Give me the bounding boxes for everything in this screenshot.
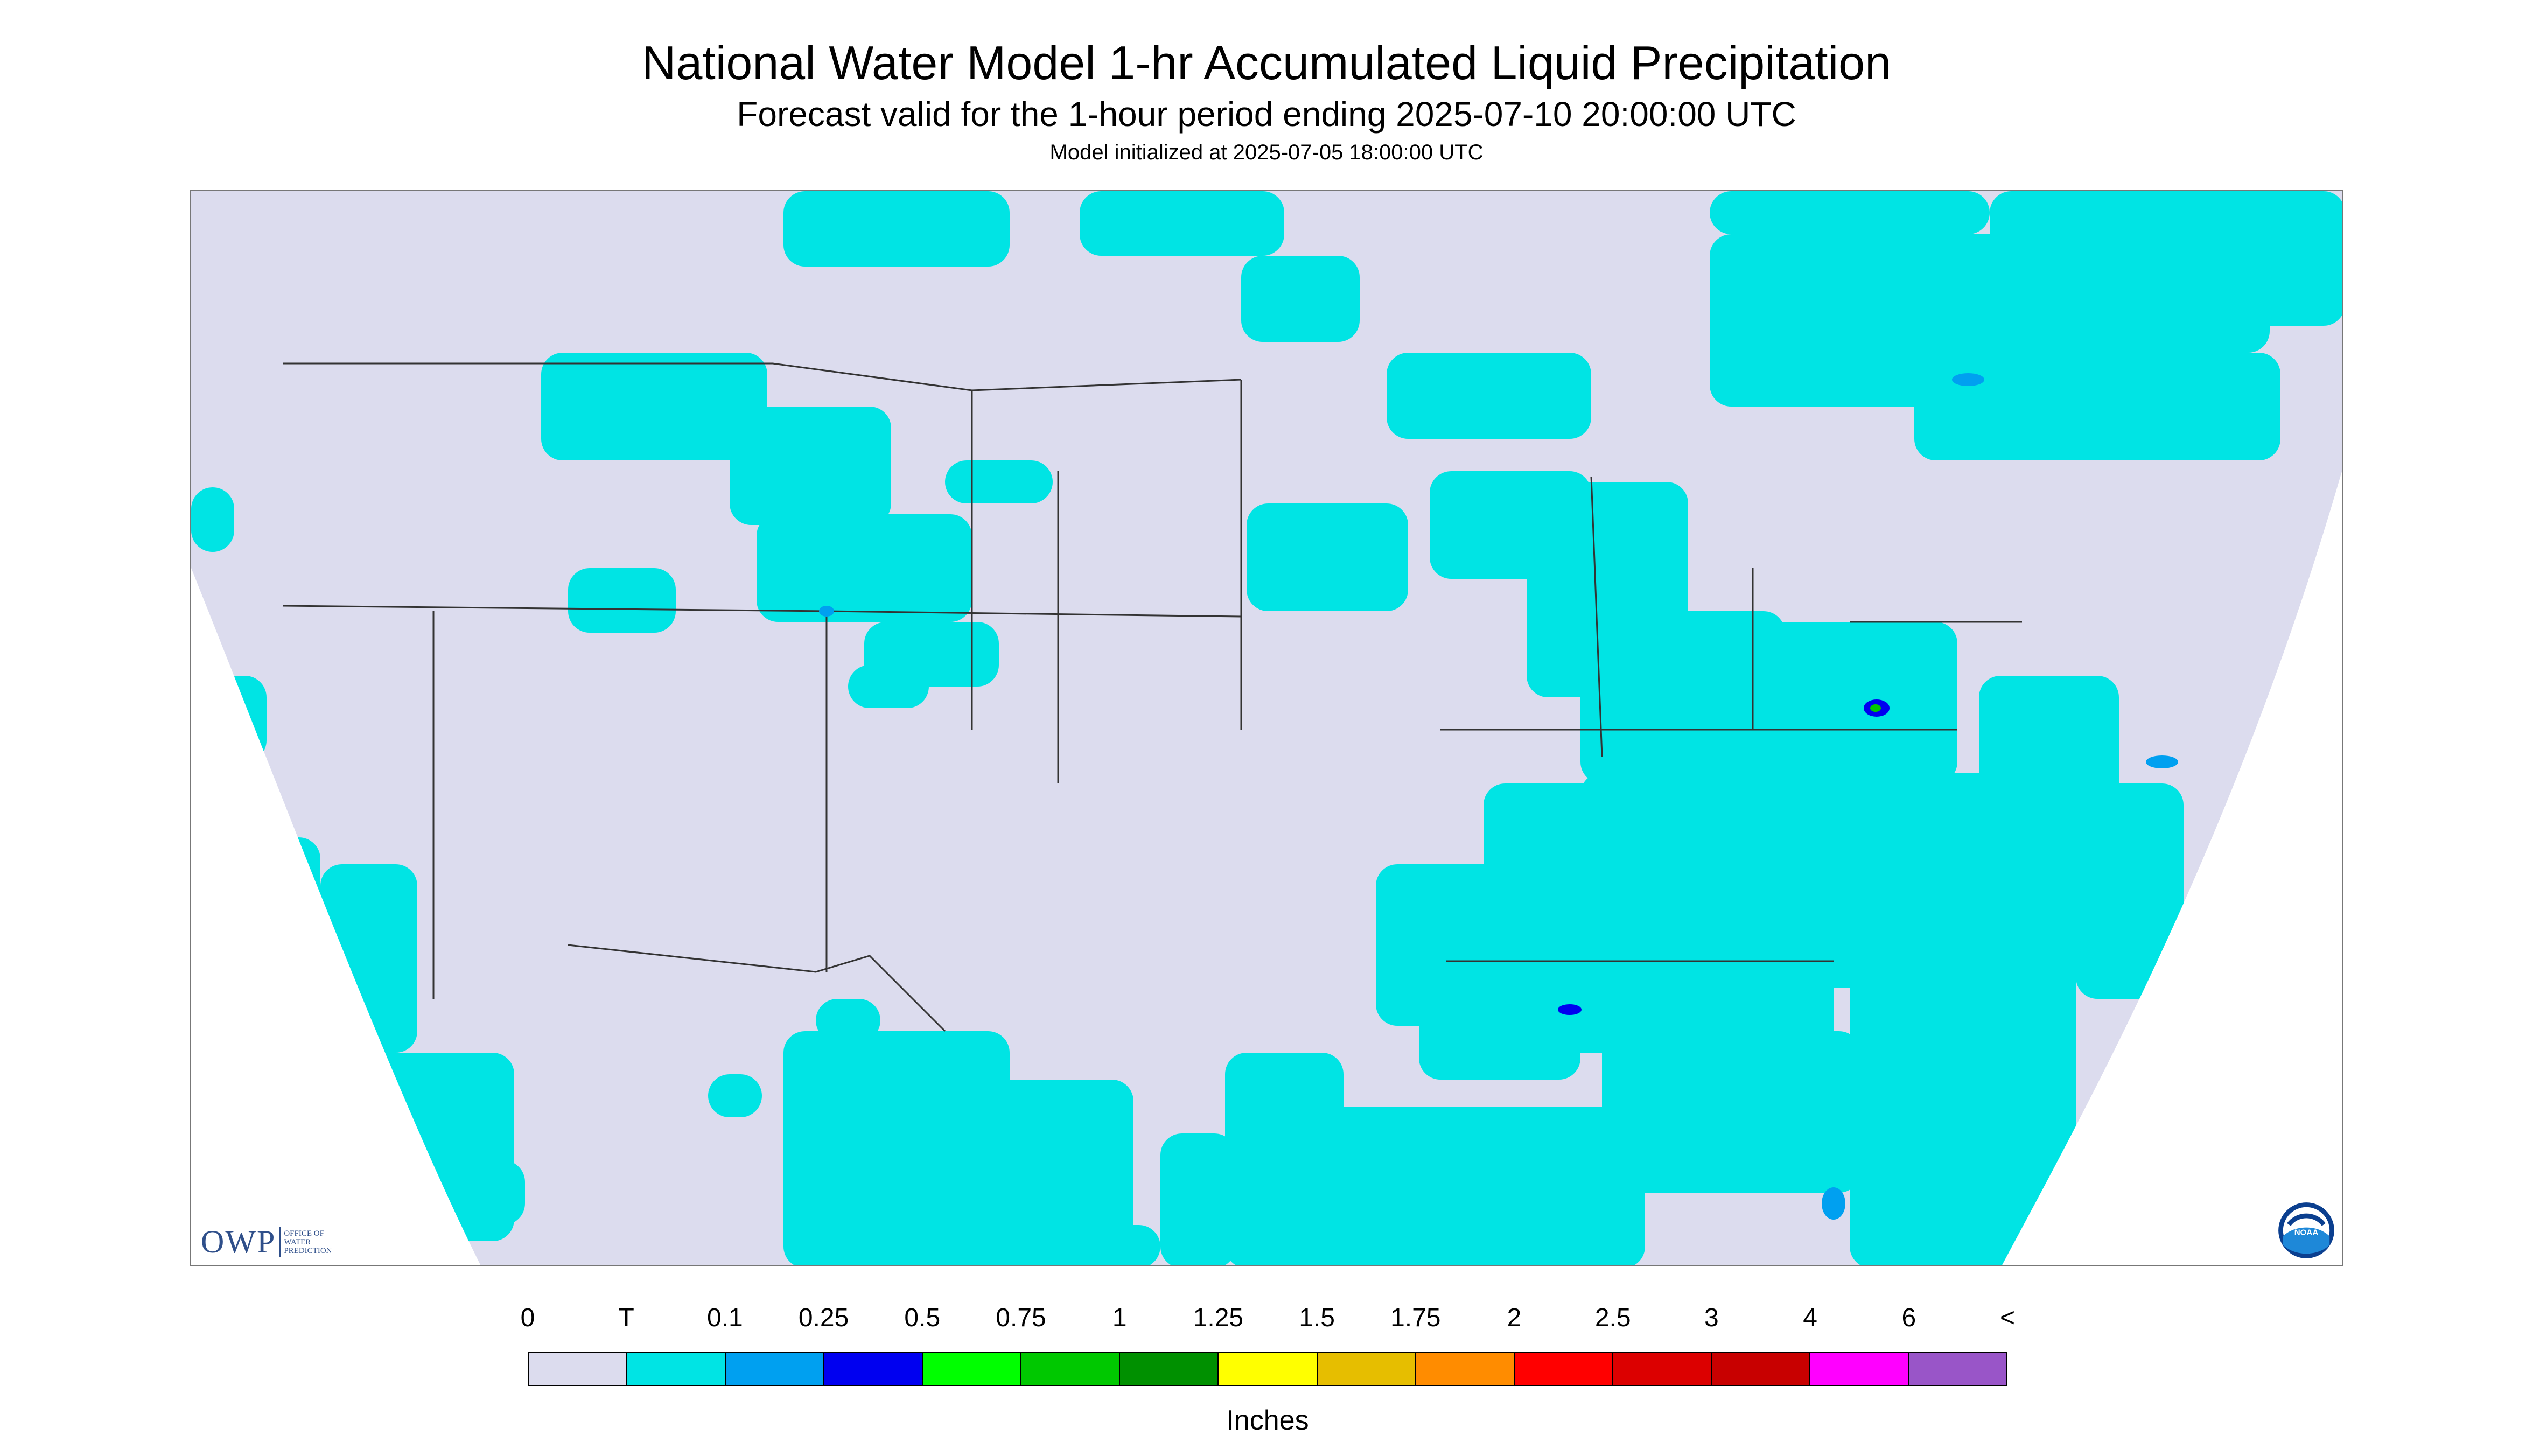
precip-layer	[191, 191, 2342, 1265]
legend-swatch	[824, 1353, 923, 1385]
legend-swatch	[627, 1353, 726, 1385]
noaa-text: NOAA	[2294, 1228, 2319, 1237]
legend-labels: 0 T 0.1 0.25 0.5 0.75 1 1.25 1.5 1.75 2 2.5 3 4 6 <	[521, 1303, 2015, 1335]
legend-tick-label: 0.5	[904, 1304, 941, 1332]
precip-area	[568, 568, 676, 633]
legend-tick-label: 3	[1704, 1304, 1719, 1332]
precip-area	[191, 487, 234, 552]
model-init-text: Model initialized at 2025-07-05 18:00:00…	[1049, 141, 1484, 164]
precip-area	[972, 1080, 1133, 1265]
owp-words: OFFICE OF WATER PREDICTION	[284, 1229, 348, 1255]
precip-area	[1979, 676, 2119, 816]
precip-area	[848, 665, 929, 708]
legend-units-label: Inches	[1226, 1405, 1309, 1436]
precip-area	[757, 514, 972, 622]
legend-swatch	[1810, 1353, 1909, 1385]
legend-tick-label: <	[1999, 1304, 2016, 1332]
heavy-precip-spot	[2146, 755, 2178, 768]
legend-tick-label: 2.5	[1594, 1304, 1631, 1332]
precip-area	[1387, 353, 1591, 439]
legend-tick-label: 2	[1507, 1304, 1522, 1332]
legend-swatch	[1120, 1353, 1219, 1385]
legend-swatch	[923, 1353, 1022, 1385]
legend-swatch	[1908, 1353, 2006, 1385]
legend-swatch	[1317, 1353, 1416, 1385]
precip-area	[783, 191, 1010, 267]
heavy-precip-spot	[1822, 1187, 1845, 1220]
boundary-line	[283, 362, 1242, 391]
precip-area	[1241, 256, 1360, 342]
heavy-precip-spot	[1558, 1004, 1582, 1015]
legend-tick-label: 1.75	[1390, 1304, 1441, 1332]
precip-area	[783, 1031, 1010, 1265]
boundary-line	[568, 944, 946, 1032]
legend-tick-label: 1	[1112, 1304, 1127, 1332]
owp-logo: OWP OFFICE OF WATER PREDICTION	[201, 1223, 348, 1261]
map-subtitle: Forecast valid for the 1-hour period end…	[737, 95, 1796, 134]
legend-tick-label: T	[618, 1304, 634, 1332]
state-boundaries	[282, 362, 2022, 1032]
precip-area	[891, 1225, 1160, 1265]
legend-colorbar	[528, 1352, 2007, 1386]
precip-area	[1914, 353, 2280, 460]
legend-swatch	[1711, 1353, 1810, 1385]
precip-area	[730, 407, 891, 525]
legend-tick-label: 1.25	[1193, 1304, 1244, 1332]
precip-area	[708, 1074, 762, 1117]
map-outside-mask	[191, 471, 2342, 1265]
legend-tick-label: 0.75	[996, 1304, 1046, 1332]
precip-area	[1710, 191, 1990, 234]
precip-area	[816, 999, 880, 1042]
precip-area	[1225, 1053, 1344, 1265]
precip-area	[1268, 1107, 1645, 1265]
precip-area	[1860, 1107, 2000, 1265]
precip-area	[945, 460, 1053, 503]
owp-letters: OWP	[201, 1224, 276, 1259]
legend-swatch	[726, 1353, 825, 1385]
color-legend: 0 T 0.1 0.25 0.5 0.75 1 1.25 1.5 1.75 2 2.5 3 4 6 < Inc…	[521, 1303, 2015, 1436]
legend-tick-label: 1.5	[1299, 1304, 1335, 1332]
heavy-precip-spot	[1952, 373, 1984, 386]
legend-swatch	[1613, 1353, 1712, 1385]
map-title: National Water Model 1-hr Accumulated Li…	[641, 36, 1892, 89]
precip-area	[2076, 783, 2184, 999]
heavy-precip-spot	[1870, 704, 1881, 712]
legend-tick-label: 0.1	[707, 1304, 743, 1332]
heavy-precip-layer	[819, 373, 2178, 1220]
legend-tick-label: 0.25	[798, 1304, 849, 1332]
noaa-logo-icon: NOAA	[2278, 1202, 2334, 1258]
legend-tick-label: 6	[1901, 1304, 1916, 1332]
precip-area	[1510, 891, 1834, 1053]
precip-area	[1160, 1133, 1236, 1265]
precip-area	[1419, 972, 1580, 1080]
boundary-line	[1590, 476, 1603, 757]
precip-area	[541, 353, 767, 460]
owp-word-2: WATER	[284, 1237, 311, 1247]
legend-swatch	[1416, 1353, 1515, 1385]
owp-separator	[279, 1227, 281, 1257]
legend-swatch	[1514, 1353, 1613, 1385]
map-panel: OWP OFFICE OF WATER PREDICTION NOAA	[190, 190, 2343, 1266]
precip-area	[1080, 191, 1284, 256]
precip-area	[1645, 730, 1753, 783]
owp-word-1: OFFICE OF	[284, 1229, 324, 1238]
legend-swatch	[1021, 1353, 1121, 1385]
legend-swatch	[1219, 1353, 1318, 1385]
precip-area	[1268, 557, 1376, 600]
precip-area	[2184, 191, 2342, 326]
owp-word-3: PREDICTION	[284, 1246, 332, 1255]
legend-tick-label: 4	[1803, 1304, 1817, 1332]
heavy-precip-spot	[819, 606, 834, 617]
precip-area	[1602, 1031, 1860, 1193]
legend-tick-label: 0	[520, 1304, 535, 1332]
precipitation-map	[191, 191, 2342, 1265]
legend-swatch	[529, 1353, 628, 1385]
precip-area	[1580, 622, 1957, 783]
precip-area	[471, 1160, 525, 1225]
